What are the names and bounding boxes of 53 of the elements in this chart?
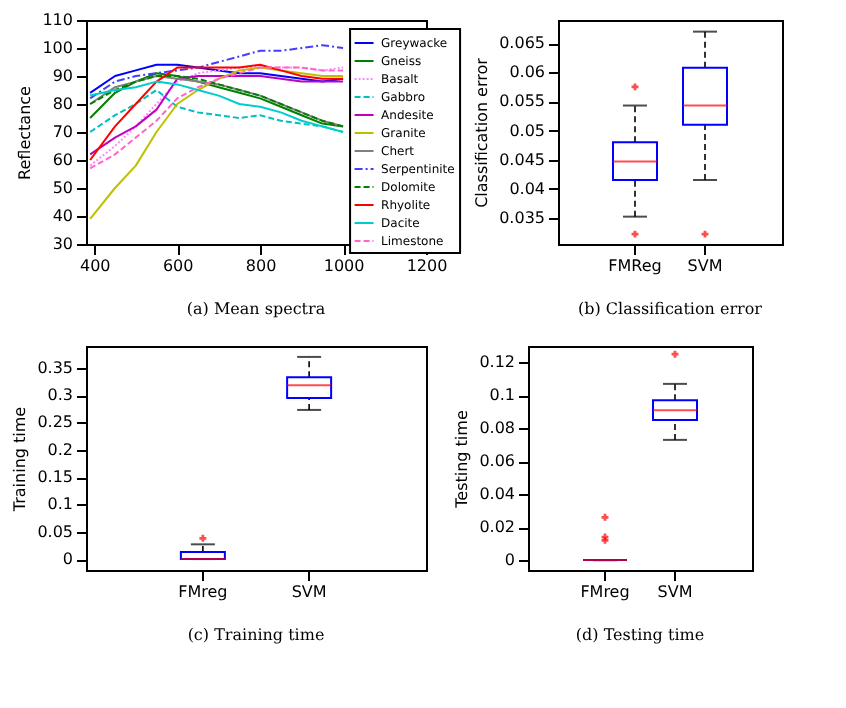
y-tick-label: 100 bbox=[42, 39, 73, 57]
y-tick-label: 0.1 bbox=[47, 495, 73, 514]
x-tick-label: FMReg bbox=[608, 257, 662, 275]
text: (a) Mean spectra bbox=[186, 300, 326, 318]
y-axis-title: Classification error bbox=[473, 56, 492, 208]
x-tick-label: 400 bbox=[80, 257, 111, 275]
x-tick-label: 1200 bbox=[406, 257, 448, 275]
y-tick-label: 0.12 bbox=[479, 353, 515, 372]
x-tick-label: 600 bbox=[162, 257, 194, 275]
y-tick-label: 0.2 bbox=[47, 440, 73, 459]
y-tick-label: 0 bbox=[504, 551, 515, 570]
y-tick-label: 0.06 bbox=[509, 63, 545, 82]
y-tick-label: 80 bbox=[52, 95, 73, 113]
x-tick-label: FMreg bbox=[178, 583, 228, 601]
y-tick-label: 0.1 bbox=[489, 386, 515, 405]
x-tick-label: SVM bbox=[687, 257, 723, 275]
y-tick-label: 30 bbox=[52, 235, 73, 253]
y-axis-title: Reflectance bbox=[16, 85, 35, 180]
text: (c) Training time bbox=[187, 626, 325, 644]
y-tick-label: 0.08 bbox=[479, 419, 515, 438]
y-tick-label: 110 bbox=[42, 11, 73, 29]
text: (b) Classification error bbox=[577, 300, 763, 318]
y-tick-label: 0.035 bbox=[499, 208, 545, 227]
y-tick-label: 60 bbox=[52, 151, 73, 169]
y-tick-label: 0.055 bbox=[499, 92, 545, 111]
y-tick-label: 0.05 bbox=[37, 522, 73, 541]
y-tick-label: 0 bbox=[62, 550, 73, 569]
y-axis-title: Testing time bbox=[453, 410, 472, 510]
y-tick-label: 0.25 bbox=[37, 413, 73, 432]
y-tick-label: 0.05 bbox=[509, 121, 545, 140]
y-axis-title: Training time bbox=[11, 406, 30, 514]
y-tick-label: 70 bbox=[52, 123, 73, 141]
y-tick-label: 0.3 bbox=[47, 386, 73, 405]
x-tick-label: SVM bbox=[657, 583, 693, 601]
y-tick-label: 0.35 bbox=[37, 358, 73, 377]
text: (d) Testing time bbox=[575, 626, 705, 644]
line-series bbox=[89, 66, 345, 220]
x-tick-label: FMreg bbox=[580, 583, 630, 601]
y-tick-label: 0.045 bbox=[499, 150, 545, 169]
y-tick-label: 90 bbox=[52, 67, 73, 85]
x-tick-label: 800 bbox=[245, 257, 277, 275]
x-tick-label: 1000 bbox=[323, 257, 365, 275]
y-tick-label: 0.06 bbox=[479, 452, 515, 471]
x-tick-label: SVM bbox=[291, 583, 327, 601]
y-tick-label: 0.02 bbox=[479, 518, 515, 537]
y-tick-label: 0.15 bbox=[37, 468, 73, 487]
y-tick-label: 50 bbox=[52, 179, 73, 197]
y-tick-label: 0.04 bbox=[509, 179, 545, 198]
line-series bbox=[89, 44, 345, 100]
y-tick-label: 0.04 bbox=[479, 485, 515, 504]
y-tick-label: 0.065 bbox=[499, 34, 545, 53]
line-series bbox=[89, 75, 345, 156]
y-tick-label: 40 bbox=[52, 207, 73, 225]
